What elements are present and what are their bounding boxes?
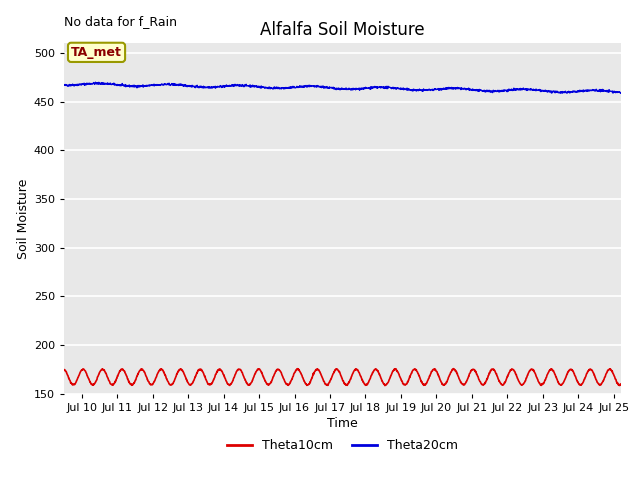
Y-axis label: Soil Moisture: Soil Moisture bbox=[17, 178, 29, 259]
Title: Alfalfa Soil Moisture: Alfalfa Soil Moisture bbox=[260, 21, 425, 39]
X-axis label: Time: Time bbox=[327, 417, 358, 430]
Text: TA_met: TA_met bbox=[71, 46, 122, 59]
Legend: Theta10cm, Theta20cm: Theta10cm, Theta20cm bbox=[222, 434, 463, 457]
Text: No data for f_Rain: No data for f_Rain bbox=[64, 15, 177, 28]
